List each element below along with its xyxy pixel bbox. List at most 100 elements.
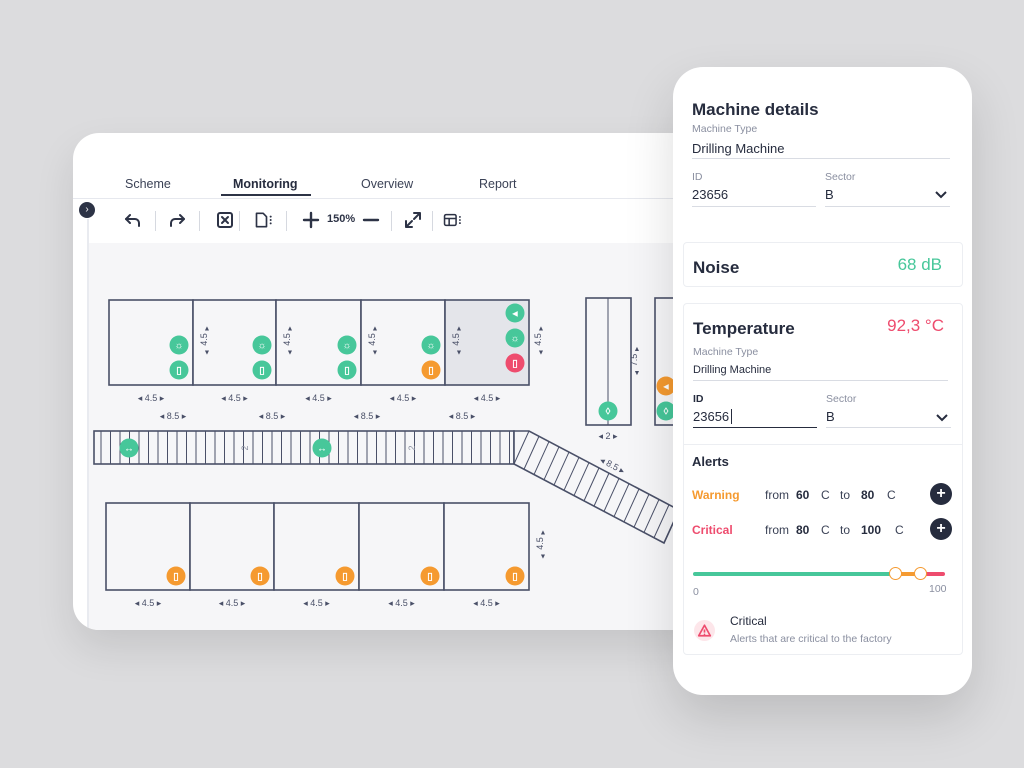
factory-layout-canvas[interactable]: ◂ 4.5 ▸ ◂ 4.5 ▸ ▲ 4.5 ▼ ◂ 4.5 ▸ ▲ 4.5 ▼ ◂ 4.5 ▸ ▲ 4… [89, 243, 713, 630]
critical-from-input[interactable]: 80 [796, 523, 810, 537]
critical-to-label: to [840, 523, 851, 537]
conveyor-diagonal-slat [583, 467, 600, 502]
tab-bar: Scheme Monitoring Overview Report [73, 133, 713, 199]
height-label-top-2: 4.5 [199, 333, 209, 346]
warning-to-input[interactable]: 80 [861, 488, 875, 502]
machine-top-4-sensor-icon-2-glyph: ▯ [428, 366, 434, 377]
conveyor-width-label-2: 2 [407, 445, 417, 450]
height-label-top-4-up: ▲ [372, 326, 379, 333]
delete-icon[interactable] [215, 208, 235, 232]
warning-from-input[interactable]: 60 [796, 488, 810, 502]
spacing-label-2: ◂ 8.5 ▸ [259, 411, 286, 421]
chevron-down-icon[interactable] [935, 191, 947, 199]
zoom-level: 150% [327, 213, 356, 225]
temperature-value: 92,3 °C [887, 316, 944, 335]
machine-top-1-sensor-icon-1 [169, 335, 189, 355]
tall-unit-drop-icon [598, 401, 618, 421]
chevron-down-icon[interactable] [936, 414, 948, 422]
redo-icon[interactable] [167, 208, 187, 232]
warning-from-label: from [765, 488, 789, 502]
height-label-bottom-5-down: ▼ [540, 554, 547, 561]
machine-top-3-sensor-icon-2-glyph: ▯ [344, 366, 350, 377]
add-warning-button[interactable]: + [930, 483, 952, 505]
width-label-top-3: ◂ 4.5 ▸ [305, 393, 332, 403]
width-label-bottom-2: ◂ 4.5 ▸ [219, 598, 246, 608]
machine-top-2-sensor-icon-2 [252, 360, 272, 380]
machine-top-4-sensor-icon-2 [421, 360, 441, 380]
machine-top-5-sensor-icon-2-glyph: ☼ [510, 334, 519, 345]
id-label: ID [692, 171, 703, 183]
conveyor-diagonal-slat [523, 436, 540, 470]
machine-top-1-sensor-icon-2-glyph: ▯ [176, 366, 182, 377]
tab-overview[interactable]: Overview [361, 177, 414, 191]
tab-report[interactable]: Report [479, 177, 517, 191]
machine-top-4-sensor-icon-1 [421, 335, 441, 355]
height-label-top-4-down: ▼ [372, 350, 379, 357]
machine-top-3-sensor-icon-2 [337, 360, 357, 380]
height-label-bottom-5-up: ▲ [540, 530, 547, 537]
conveyor-diagonal-slat [633, 493, 650, 528]
critical-from-label: from [765, 523, 789, 537]
warning-to-unit: C [887, 488, 896, 502]
width-label-top-5: ◂ 4.5 ▸ [474, 393, 501, 403]
critical-to-input[interactable]: 100 [861, 523, 882, 537]
machine-details-panel: Machine details Machine Type Drilling Ma… [673, 67, 972, 695]
tall-unit-width-label: ◂ 2 ▸ [598, 431, 618, 441]
machine-top-5-sensor-icon-3 [505, 353, 525, 373]
machine-bottom-4-battery-icon-glyph: ▯ [427, 572, 433, 583]
width-label-bottom-4: ◂ 4.5 ▸ [388, 598, 415, 608]
conveyor-diagonal-slat [603, 478, 620, 512]
width-label-top-1: ◂ 4.5 ▸ [138, 393, 165, 403]
conveyor-diagonal-slat [543, 446, 560, 481]
conveyor-diagonal-slat [593, 472, 610, 507]
page-options-icon[interactable] [254, 208, 274, 232]
conveyor-diagonal-slat [623, 488, 640, 523]
spacing-label-1: ◂ 8.5 ▸ [160, 411, 187, 421]
add-critical-button[interactable]: + [930, 518, 952, 540]
conveyor-diagonal-slat [573, 462, 590, 496]
zoom-in-icon[interactable] [301, 208, 321, 232]
conveyor-width-label-1: 2 [240, 445, 250, 450]
threshold-slider[interactable] [693, 567, 945, 581]
temp-id-field[interactable]: 23656 [693, 409, 733, 424]
conveyor-diagonal-slat [653, 504, 670, 538]
slider-min: 0 [693, 586, 699, 598]
critical-handle[interactable] [913, 567, 927, 580]
temp-sector-select[interactable]: B [826, 409, 835, 424]
width-label-top-4: ◂ 4.5 ▸ [390, 393, 417, 403]
machine-top-4-sensor-icon-1-glyph: ☼ [426, 341, 435, 352]
spacing-label-4: ◂ 8.5 ▸ [449, 411, 476, 421]
zoom-out-icon[interactable] [361, 208, 381, 232]
expand-sidebar-icon[interactable]: › [79, 202, 95, 218]
tall-unit-height-label-down: ▼ [634, 370, 641, 377]
layout-options-icon[interactable] [443, 208, 463, 232]
height-label-top-6-up: ▲ [538, 326, 545, 333]
fullscreen-icon[interactable] [403, 208, 423, 232]
machine-bottom-2-battery-icon-glyph: ▯ [257, 572, 263, 583]
machine-bottom-3-battery-icon [335, 566, 355, 586]
width-label-bottom-1: ◂ 4.5 ▸ [135, 598, 162, 608]
id-field[interactable]: 23656 [692, 187, 729, 202]
machine-type-field[interactable]: Drilling Machine [692, 141, 785, 156]
sector-select[interactable]: B [825, 187, 834, 202]
temp-machine-type-field[interactable]: Drilling Machine [693, 364, 772, 376]
noise-card: Noise 68 dB [683, 242, 963, 287]
tall-unit-height-label: 7.5 [629, 354, 639, 367]
conveyor-move-icon-1-glyph: ↔ [124, 444, 134, 455]
conveyor-main [93, 430, 515, 465]
conveyor-diagonal-slat [563, 457, 580, 491]
machine-top-5-sensor-icon-1 [505, 303, 525, 323]
height-label-top-4: 4.5 [367, 333, 377, 346]
undo-icon[interactable] [123, 208, 143, 232]
temp-machine-type-label: Machine Type [693, 346, 759, 358]
machine-bottom-5-battery-icon-glyph: ▯ [512, 572, 518, 583]
tab-scheme[interactable]: Scheme [125, 177, 171, 191]
machine-bottom-4-battery-icon [420, 566, 440, 586]
tab-monitoring[interactable]: Monitoring [233, 177, 298, 191]
machine-type-label: Machine Type [692, 123, 758, 135]
warning-label: Warning [692, 488, 740, 502]
conveyor-diagonal-slat [533, 441, 550, 475]
warning-handle[interactable] [888, 567, 902, 580]
machine-top-5-sensor-icon-3-glyph: ▯ [512, 359, 518, 370]
machine-top-2-sensor-icon-1 [252, 335, 272, 355]
